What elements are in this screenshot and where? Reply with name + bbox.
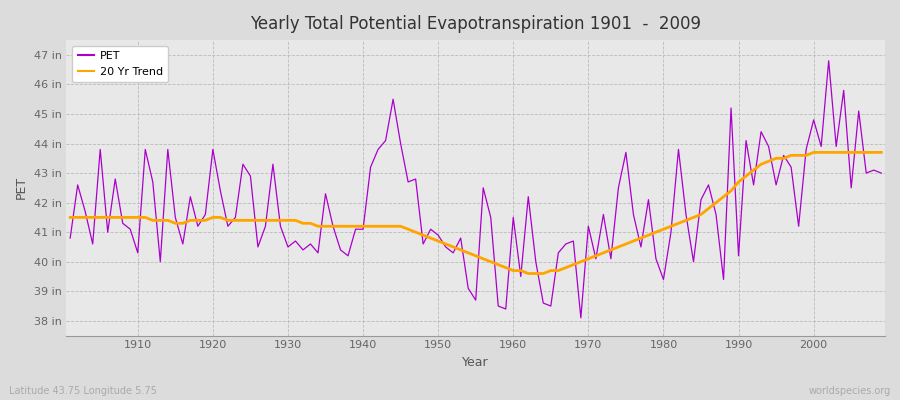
PET	[500, 306, 511, 311]
PET	[65, 236, 76, 240]
Title: Yearly Total Potential Evapotranspiration 1901  -  2009: Yearly Total Potential Evapotranspiratio…	[250, 15, 701, 33]
Legend: PET, 20 Yr Trend: PET, 20 Yr Trend	[72, 46, 168, 82]
Line: PET: PET	[70, 61, 881, 318]
PET	[575, 316, 586, 320]
PET	[606, 256, 616, 261]
Y-axis label: PET: PET	[15, 176, 28, 200]
PET	[508, 215, 518, 220]
20 Yr Trend	[876, 150, 886, 155]
PET	[824, 58, 834, 63]
20 Yr Trend	[808, 150, 819, 155]
PET	[125, 227, 136, 232]
20 Yr Trend	[335, 224, 346, 229]
20 Yr Trend	[500, 265, 511, 270]
20 Yr Trend	[523, 271, 534, 276]
PET	[335, 248, 346, 252]
20 Yr Trend	[65, 215, 76, 220]
PET	[876, 171, 886, 176]
Text: Latitude 43.75 Longitude 5.75: Latitude 43.75 Longitude 5.75	[9, 386, 157, 396]
X-axis label: Year: Year	[463, 356, 489, 369]
20 Yr Trend	[508, 268, 518, 273]
20 Yr Trend	[290, 218, 301, 223]
Text: worldspecies.org: worldspecies.org	[809, 386, 891, 396]
PET	[290, 239, 301, 244]
20 Yr Trend	[606, 248, 616, 252]
20 Yr Trend	[125, 215, 136, 220]
Line: 20 Yr Trend: 20 Yr Trend	[70, 152, 881, 274]
